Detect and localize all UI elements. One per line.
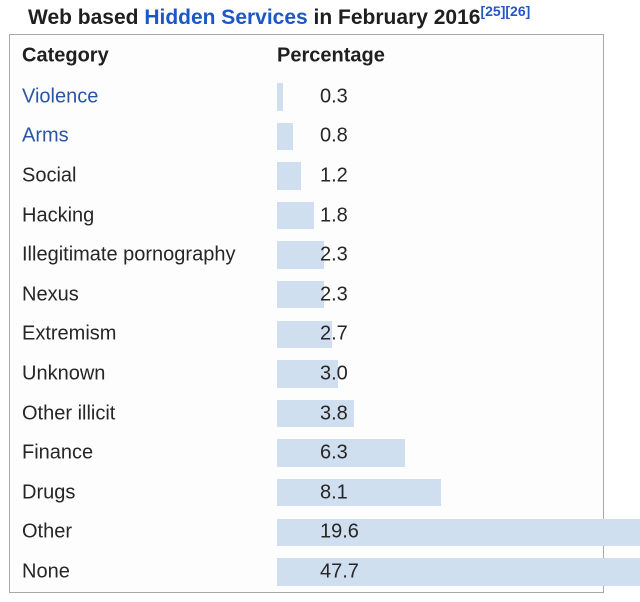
table-row: Drugs 8.1 [10,473,603,513]
row-value: 47.7 [320,560,359,583]
row-value: 19.6 [320,520,359,543]
percentage-bar [277,162,302,190]
table-row: Violence 0.3 [10,77,603,117]
page-title: Web based Hidden Services in February 20… [28,3,530,30]
percentage-bar [277,122,294,151]
table-row: Extremism 2.7 [10,315,603,355]
row-value: 6.3 [320,441,348,464]
row-label: None [22,560,70,583]
ref-link-25[interactable]: [25] [480,3,506,19]
title-prefix: Web based [28,6,145,29]
row-label[interactable]: Arms [22,124,69,147]
table-header-row: Category Percentage [10,35,603,77]
percentage-bar [277,518,640,547]
table-row: Nexus 2.3 [10,275,603,315]
title-references: [25][26] [480,3,530,19]
row-label: Finance [22,441,94,464]
row-label: Hacking [22,204,95,227]
row-value: 1.2 [320,164,348,187]
column-header-category: Category [22,44,109,67]
row-label: Drugs [22,481,76,504]
row-label: Unknown [22,362,106,385]
row-label: Other illicit [22,402,116,425]
table-row: Hacking 1.8 [10,196,603,236]
row-value: 2.7 [320,322,348,345]
row-value: 0.3 [320,85,348,108]
ref-link-26[interactable]: [26] [505,3,531,19]
percentage-bar [277,320,332,349]
hidden-services-table: Category Percentage Violence 0.3 Arms 0.… [9,34,640,593]
row-value: 3.8 [320,402,348,425]
percentage-bar [277,241,324,269]
row-label: Social [22,164,77,187]
percentage-bar [277,360,338,388]
title-link-hidden-services[interactable]: Hidden Services [144,6,308,29]
table-body: Violence 0.3 Arms 0.8 Social 1.2 Hacking… [10,77,640,592]
table-row: Finance 6.3 [10,433,603,473]
table-row: Social 1.2 [10,156,603,196]
row-label: Nexus [22,283,79,306]
row-value: 8.1 [320,481,348,504]
row-label[interactable]: Violence [22,85,99,108]
percentage-bar [277,399,355,428]
percentage-bar [277,280,324,309]
row-value: 0.8 [320,124,348,147]
table-row: Arms 0.8 [10,117,603,157]
percentage-bar [277,558,640,586]
table-row: Unknown 3.0 [10,354,603,394]
table-row: Other 19.6 [10,513,640,553]
percentage-bar [277,83,284,111]
row-value: 2.3 [320,243,348,266]
row-label: Extremism [22,322,117,345]
row-label: Illegitimate pornography [22,243,236,266]
percentage-bar [277,439,405,467]
percentage-bar [277,201,314,230]
table-row: Illegitimate pornography 2.3 [10,235,603,275]
table-row: None 47.7 [10,552,640,592]
table-row: Other illicit 3.8 [10,394,603,434]
title-suffix: in February 2016 [307,6,481,29]
row-label: Other [22,520,73,543]
row-value: 1.8 [320,204,348,227]
percentage-bar [277,478,442,507]
row-value: 2.3 [320,283,348,306]
column-header-percentage: Percentage [277,44,385,67]
row-value: 3.0 [320,362,348,385]
